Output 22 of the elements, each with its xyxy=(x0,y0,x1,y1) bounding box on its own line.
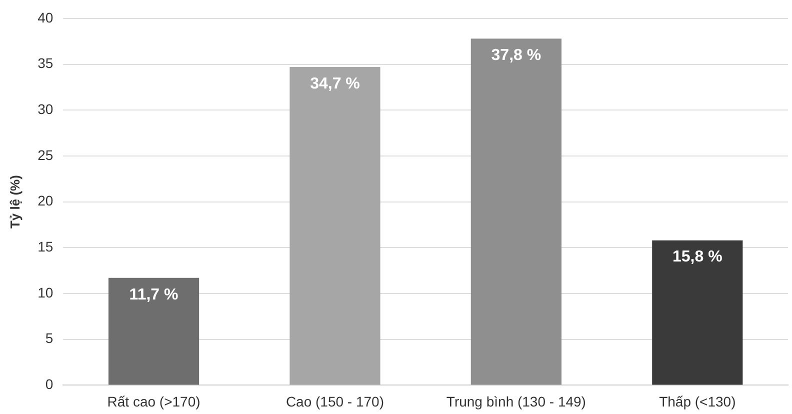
x-tick-label: Cao (150 - 170) xyxy=(286,393,384,410)
y-tick-label: 5 xyxy=(45,330,54,346)
y-axis-title: Tỷ lệ (%) xyxy=(7,175,22,229)
y-tick-label: 0 xyxy=(45,376,54,392)
y-tick-label: 20 xyxy=(38,192,54,209)
y-tick-label: 10 xyxy=(38,284,54,300)
bar xyxy=(652,240,743,385)
bar xyxy=(108,278,200,385)
y-tick-label: 40 xyxy=(38,9,54,26)
data-label: 37,8 % xyxy=(491,46,542,64)
y-tick-label: 15 xyxy=(38,238,54,255)
y-tick-label: 30 xyxy=(38,100,54,117)
data-label: 15,8 % xyxy=(672,248,722,266)
bar xyxy=(470,38,562,385)
y-tick-label: 35 xyxy=(38,55,54,72)
data-label: 11,7 % xyxy=(129,286,178,304)
x-tick-label: Rất cao (>170) xyxy=(107,393,200,410)
bar xyxy=(290,67,380,385)
data-label: 34,7 % xyxy=(310,75,360,92)
x-tick-label: Thấp (<130) xyxy=(659,393,736,410)
x-tick-label: Trung bình (130 - 149) xyxy=(446,393,586,410)
y-tick-label: 25 xyxy=(38,146,54,163)
